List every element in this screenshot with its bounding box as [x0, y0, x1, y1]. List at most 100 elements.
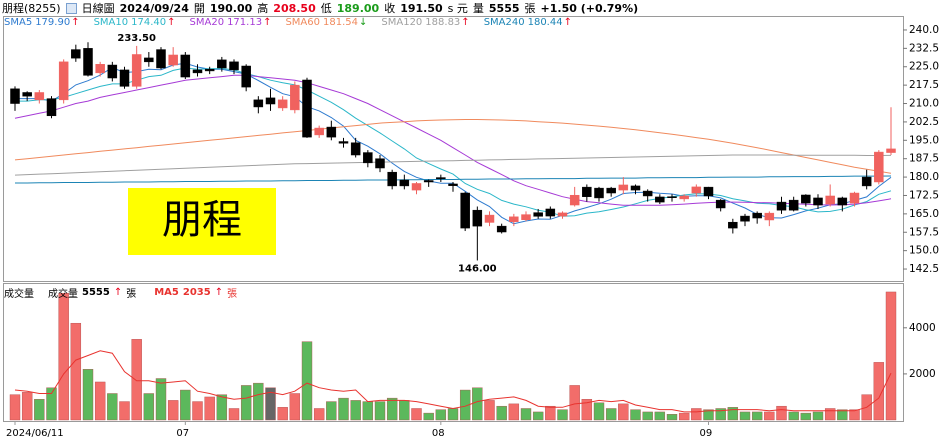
candle-body [34, 92, 45, 101]
change: +1.50 (+0.79%) [540, 1, 639, 15]
legend-item: SMA60 181.54 ↓ [285, 17, 367, 28]
high-label: 高 [257, 2, 269, 15]
candle-body [667, 196, 677, 198]
volume-bar [751, 411, 763, 421]
candle-body [58, 61, 69, 101]
volume-bar [374, 401, 386, 421]
volume-bar [313, 408, 325, 421]
candle-body [265, 97, 276, 105]
volume-bar [70, 322, 82, 421]
candle-body [83, 48, 93, 76]
ma-line [15, 67, 892, 217]
ma-line [14, 154, 892, 176]
volume-bar [484, 400, 495, 421]
candle-body [594, 187, 604, 199]
legend-name: SMA120 [381, 17, 423, 28]
volume-bar [569, 385, 580, 421]
candle-body [679, 195, 689, 200]
period-icon [65, 2, 77, 14]
candle-body [22, 92, 32, 97]
y-tick-label: 217.5 [909, 79, 939, 91]
candle-body [375, 158, 385, 169]
volume-bar [557, 409, 568, 421]
volume-bar [204, 396, 215, 421]
volume-bar [703, 409, 714, 421]
header: 朋程(8255) 日線圖 2024/09/24 開 190.00 高 208.5… [2, 0, 638, 16]
candle-body [776, 201, 787, 211]
candle-body [825, 195, 835, 205]
volume-bar [192, 401, 203, 421]
legend-item: SMA120 188.83 ↑ [381, 17, 469, 28]
candle-body [849, 192, 860, 204]
candle-body [740, 215, 750, 222]
legend-name: SMA10 [93, 17, 129, 28]
legend-trend: ↑ [167, 17, 176, 28]
legend-trend: ↑ [71, 17, 80, 28]
watermark-box [128, 188, 276, 255]
volume-bar [362, 401, 374, 421]
volume-bar [131, 339, 142, 421]
candle-body [557, 212, 568, 217]
candle-body [46, 98, 57, 117]
candle-body [813, 197, 823, 206]
low-value: 189.00 [336, 1, 380, 15]
volume-legend-value: 5555 [82, 287, 110, 298]
y-tick-label: 195.0 [909, 134, 939, 146]
volume-bar [240, 385, 252, 421]
legend-value: 181.54 [323, 17, 358, 28]
y-tick-label: 4000 [909, 322, 936, 334]
y-tick-label: 240.0 [909, 24, 939, 36]
volume-bar [301, 341, 313, 421]
legend-value: 188.83 [425, 17, 461, 28]
candle-body [180, 54, 191, 78]
candle-body [642, 190, 653, 197]
volume-bar [837, 409, 848, 421]
date: 2024/09/24 [119, 1, 189, 15]
candle-body [192, 69, 203, 74]
volume-bar [520, 408, 532, 421]
volume-bar [727, 407, 739, 421]
price-annotation: 146.00 [458, 263, 497, 274]
watermark: 朋程 [162, 197, 242, 243]
legend-item: SMA5 179.90 ↑ [4, 17, 80, 28]
volume-bar [216, 394, 228, 421]
y-tick-label: 180.0 [909, 171, 939, 183]
legend-item: SMA20 171.13 ↑ [190, 17, 272, 28]
y-tick-label: 142.5 [909, 263, 939, 275]
candle-body [131, 54, 142, 87]
candle-body [302, 79, 312, 138]
volume-bar [46, 387, 57, 421]
ma-line [14, 119, 892, 174]
candle-body [472, 209, 483, 227]
volume-bar [82, 369, 94, 421]
legend-value: 180.44 [527, 17, 563, 28]
volume-bar [739, 411, 751, 421]
y-tick-label: 210.0 [909, 98, 939, 110]
legend-trend: ↑ [563, 17, 572, 28]
volume-bar [180, 389, 191, 421]
price-annotation: 233.50 [117, 33, 156, 44]
candle-body [119, 69, 130, 87]
volume-bar [593, 402, 605, 421]
high-value: 208.50 [273, 1, 316, 15]
volume-bar [885, 291, 897, 421]
volume-bar [508, 403, 520, 421]
candle-body [399, 179, 410, 187]
volume-bar [277, 407, 288, 421]
x-tick-label: 08 [432, 428, 445, 439]
candle-body [837, 197, 848, 206]
candle-body [350, 142, 361, 156]
candle-body [728, 221, 738, 229]
close-value: 191.50 [400, 1, 443, 15]
volume-bar [9, 394, 21, 421]
volume-bar [107, 393, 118, 421]
candle-body [886, 148, 896, 153]
volume-bar [605, 408, 617, 421]
legend-value: 171.13 [227, 17, 263, 28]
volume-bar [265, 387, 276, 421]
candle-body [144, 57, 154, 63]
legend-name: SMA60 [285, 17, 320, 28]
volume-bar [873, 362, 885, 421]
y-tick-label: 232.5 [909, 42, 939, 54]
candle-body [411, 183, 422, 191]
